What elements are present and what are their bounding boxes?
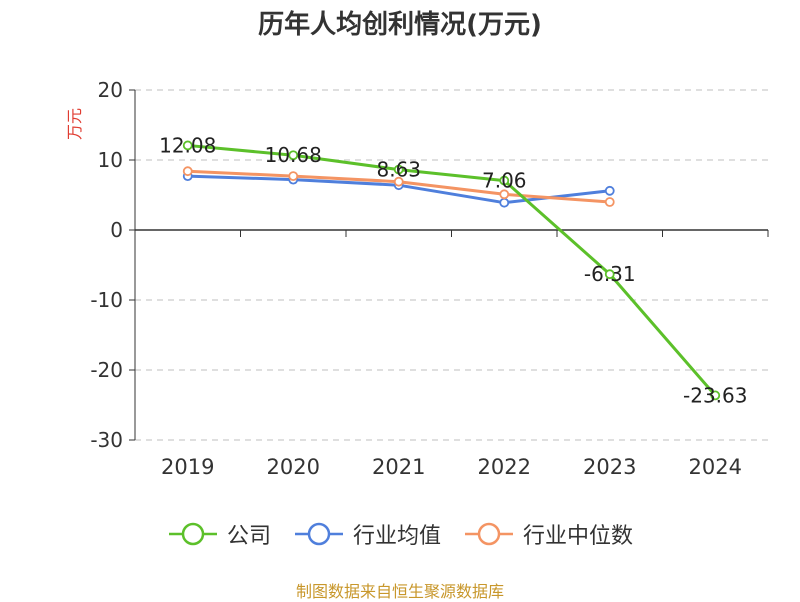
data-label: 10.68	[265, 143, 322, 167]
data-point	[393, 164, 404, 175]
data-point	[710, 390, 721, 401]
data-label: 8.63	[376, 158, 421, 182]
series-line	[187, 143, 717, 397]
legend-label: 行业均值	[352, 524, 441, 549]
data-point	[288, 150, 299, 161]
data-point	[288, 171, 299, 182]
data-point	[604, 269, 615, 280]
legend-swatch	[168, 522, 217, 546]
source-note: 制图数据来自恒生聚源数据库	[295, 582, 504, 601]
legend-item[interactable]: 行业中位数	[463, 518, 633, 550]
x-tick-label: 2023	[583, 455, 636, 479]
y-tick-label: 20	[98, 78, 123, 102]
x-tick-label: 2021	[372, 455, 425, 479]
y-tick-label: -30	[90, 428, 123, 452]
grid-lines	[135, 89, 768, 441]
data-point	[182, 140, 193, 151]
y-axis-title: 万元	[65, 108, 84, 140]
y-tick-label: -10	[90, 288, 123, 312]
y-tick-label: 10	[98, 148, 123, 172]
data-labels: 12.08 10.68 8.63 7.06 -6.31 -23.63	[159, 133, 747, 407]
x-tick-label: 2019	[161, 455, 214, 479]
data-label: 12.08	[159, 133, 216, 157]
x-tick-label: 2020	[267, 455, 320, 479]
series-lines	[182, 140, 721, 401]
data-point	[499, 197, 510, 208]
legend-swatch	[465, 522, 513, 546]
legend: 公司 行业均值 行业中位数	[0, 518, 800, 550]
x-tick-label: 2022	[478, 455, 531, 479]
data-point	[604, 197, 615, 207]
chart-title: 历年人均创利情况(万元)	[258, 10, 542, 40]
data-point	[604, 185, 615, 196]
legend-swatch	[294, 522, 343, 546]
data-point	[499, 189, 510, 200]
legend-label: 公司	[226, 524, 271, 549]
data-label: -23.63	[683, 383, 747, 407]
x-tick-label: 2024	[689, 455, 742, 479]
data-label: -6.31	[584, 262, 636, 286]
y-tick-label: -20	[90, 358, 123, 382]
data-point	[499, 175, 510, 186]
data-point	[393, 176, 404, 187]
axes: 20 10 0 -10 -20 -30 2019 2020 2021 2022 2023 2024 万元	[65, 78, 769, 479]
data-label: 7.06	[482, 169, 527, 193]
legend-item[interactable]: 公司	[167, 518, 271, 550]
y-tick-label: 0	[110, 218, 123, 242]
legend-label: 行业中位数	[523, 524, 634, 549]
legend-item[interactable]: 行业均值	[293, 518, 441, 550]
data-point	[182, 166, 193, 177]
